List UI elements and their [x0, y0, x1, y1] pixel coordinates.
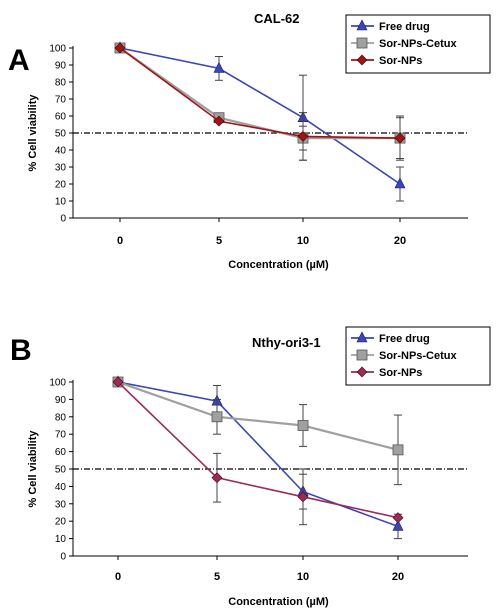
data-point	[392, 512, 404, 524]
data-point	[394, 132, 406, 144]
series-line	[119, 47, 401, 139]
legend-entry: Sor-NPs	[379, 55, 422, 67]
data-point	[112, 376, 124, 388]
y-tick-label: 80	[55, 412, 67, 423]
y-tick-label: 50	[55, 465, 67, 476]
y-tick-label: 10	[55, 197, 67, 208]
data-point	[392, 519, 404, 531]
panel-letter: A	[8, 44, 30, 77]
legend-marker	[356, 331, 368, 343]
chart-panel-b: B Nthy-ori3-1 0 10 20 30 40 50 60 70 80 90 100 0 5 10 20…	[10, 326, 491, 608]
data-point	[211, 472, 223, 484]
y-tick-label: 20	[55, 517, 67, 528]
series-line	[119, 47, 400, 140]
panel-letter: B	[10, 334, 32, 367]
x-tick-label: 10	[297, 571, 309, 583]
y-tick-label: 80	[55, 78, 67, 89]
legend-box	[345, 326, 491, 386]
series-line	[117, 381, 399, 519]
legend-entry: Free drug	[379, 333, 430, 345]
series-line	[119, 47, 401, 185]
y-tick-label: 0	[60, 552, 66, 563]
y-tick-label: 0	[60, 214, 66, 225]
legend-marker	[356, 349, 368, 361]
legend-marker	[356, 19, 368, 31]
x-tick-label: 0	[117, 235, 123, 247]
data-point	[297, 491, 309, 503]
y-tick-label: 100	[49, 378, 66, 389]
series-line	[117, 381, 399, 528]
chart-panel-a: A CAL-62 0 10 20 30 40 50 60 70 80 90 100 0 5 10 20 Conce…	[8, 11, 491, 271]
data-point	[297, 420, 309, 431]
x-tick-label: 20	[394, 235, 406, 247]
data-point	[213, 61, 225, 73]
data-point	[394, 177, 406, 189]
legend-box	[345, 14, 491, 74]
y-tick-label: 90	[55, 61, 67, 72]
y-tick-label: 70	[55, 95, 67, 106]
x-tick-label: 0	[115, 571, 121, 583]
legend-marker	[356, 37, 368, 49]
y-tick-label: 30	[55, 163, 67, 174]
y-tick-label: 40	[55, 146, 67, 157]
legend-entry: Sor-NPs-Cetux	[379, 350, 458, 362]
y-tick-label: 90	[55, 395, 67, 406]
data-point	[297, 130, 309, 142]
chart-title: CAL-62	[254, 11, 300, 26]
y-tick-label: 70	[55, 430, 67, 441]
x-axis-label: Concentration (µM)	[228, 259, 329, 271]
legend-entry: Free drug	[379, 21, 430, 33]
y-tick-label: 100	[49, 44, 66, 55]
legend-entry: Sor-NPs	[379, 367, 422, 379]
y-tick-label: 40	[55, 482, 67, 493]
y-axis-label: % Cell viability	[27, 430, 39, 508]
x-tick-label: 5	[214, 571, 220, 583]
x-axis-label: Concentration (µM)	[228, 596, 329, 608]
y-tick-label: 50	[55, 129, 67, 140]
y-tick-label: 60	[55, 112, 67, 123]
chart-title: Nthy-ori3-1	[252, 335, 321, 350]
legend-marker	[356, 54, 368, 66]
legend-marker	[356, 366, 368, 378]
y-tick-label: 30	[55, 499, 67, 510]
legend-entry: Sor-NPs-Cetux	[379, 38, 458, 50]
y-tick-label: 60	[55, 447, 67, 458]
x-tick-label: 5	[216, 235, 222, 247]
x-tick-label: 10	[297, 235, 309, 247]
data-point	[392, 444, 404, 456]
series-line	[117, 380, 399, 451]
data-point	[114, 42, 126, 54]
y-axis-label: % Cell viability	[27, 94, 39, 172]
x-tick-label: 20	[392, 571, 404, 583]
data-point	[211, 411, 223, 423]
data-point	[213, 115, 225, 127]
y-tick-label: 20	[55, 180, 67, 191]
y-tick-label: 10	[55, 534, 67, 545]
